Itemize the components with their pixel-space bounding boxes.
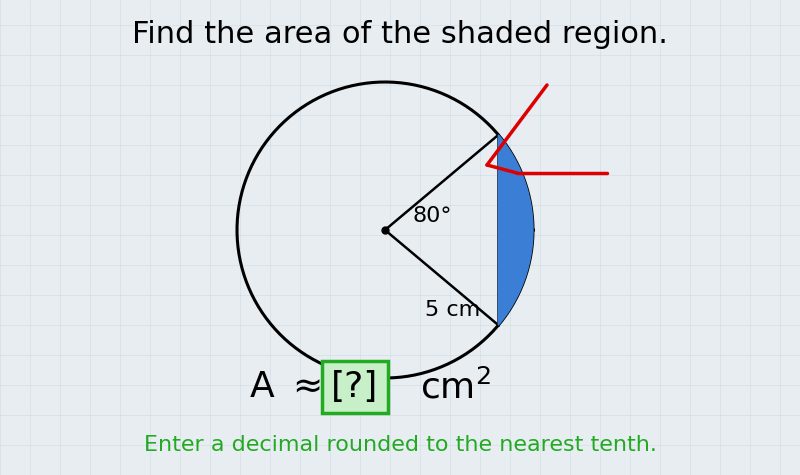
Polygon shape	[498, 135, 533, 325]
Text: A $\approx$: A $\approx$	[249, 370, 321, 404]
Text: Enter a decimal rounded to the nearest tenth.: Enter a decimal rounded to the nearest t…	[143, 435, 657, 455]
Text: cm$^2$: cm$^2$	[420, 369, 491, 405]
Text: 80°: 80°	[413, 206, 453, 226]
Text: Find the area of the shaded region.: Find the area of the shaded region.	[132, 20, 668, 49]
Text: 5 cm: 5 cm	[425, 300, 480, 320]
Text: [?]: [?]	[331, 370, 378, 404]
